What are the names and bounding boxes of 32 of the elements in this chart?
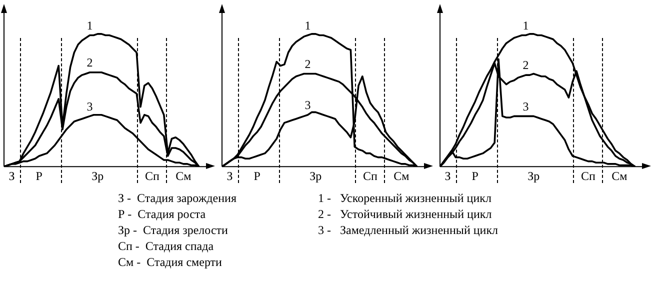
text: Сп - Стадия спада xyxy=(118,238,215,254)
x-tick-label: З xyxy=(444,168,451,183)
x-tick-label: См xyxy=(612,168,628,183)
series-label: 2 xyxy=(522,58,529,72)
x-tick-label: Сп xyxy=(144,168,160,183)
x-tick-label: Зр xyxy=(310,168,322,183)
series-label: 2 xyxy=(86,56,93,70)
x-tick-label: З xyxy=(226,168,233,183)
x-tick-label: См xyxy=(394,168,410,183)
x-tick-label: З xyxy=(8,168,15,183)
x-tick-label: Сп xyxy=(580,168,596,183)
series-label: 1 xyxy=(304,18,311,32)
x-tick-label: Р xyxy=(254,168,261,183)
x-tick-label: Сп xyxy=(362,168,378,183)
series-label: 1 xyxy=(86,18,93,32)
text: Р - Стадия роста xyxy=(118,206,207,222)
text: З - Стадия зарождения xyxy=(118,190,236,206)
series-label: 1 xyxy=(522,18,529,32)
x-tick-label: Р xyxy=(472,168,479,183)
x-tick-label: См xyxy=(176,168,192,183)
series-label: 3 xyxy=(522,99,529,114)
text: Зр - Стадия зрелости xyxy=(118,222,229,238)
text: 2 - Устойчивый жизненный цикл xyxy=(318,206,493,222)
text: См - Стадия смерти xyxy=(118,254,223,270)
series-label: 3 xyxy=(304,98,311,112)
x-tick-label: Зр xyxy=(92,168,104,183)
x-tick-label: Зр xyxy=(528,168,540,183)
text: 3 - Замедленный жизненный цикл xyxy=(318,222,498,238)
text: 1 - Ускоренный жизненный цикл xyxy=(318,190,492,206)
x-tick-label: Р xyxy=(36,168,43,183)
series-label: 2 xyxy=(304,56,311,71)
series-label: 3 xyxy=(86,99,93,114)
